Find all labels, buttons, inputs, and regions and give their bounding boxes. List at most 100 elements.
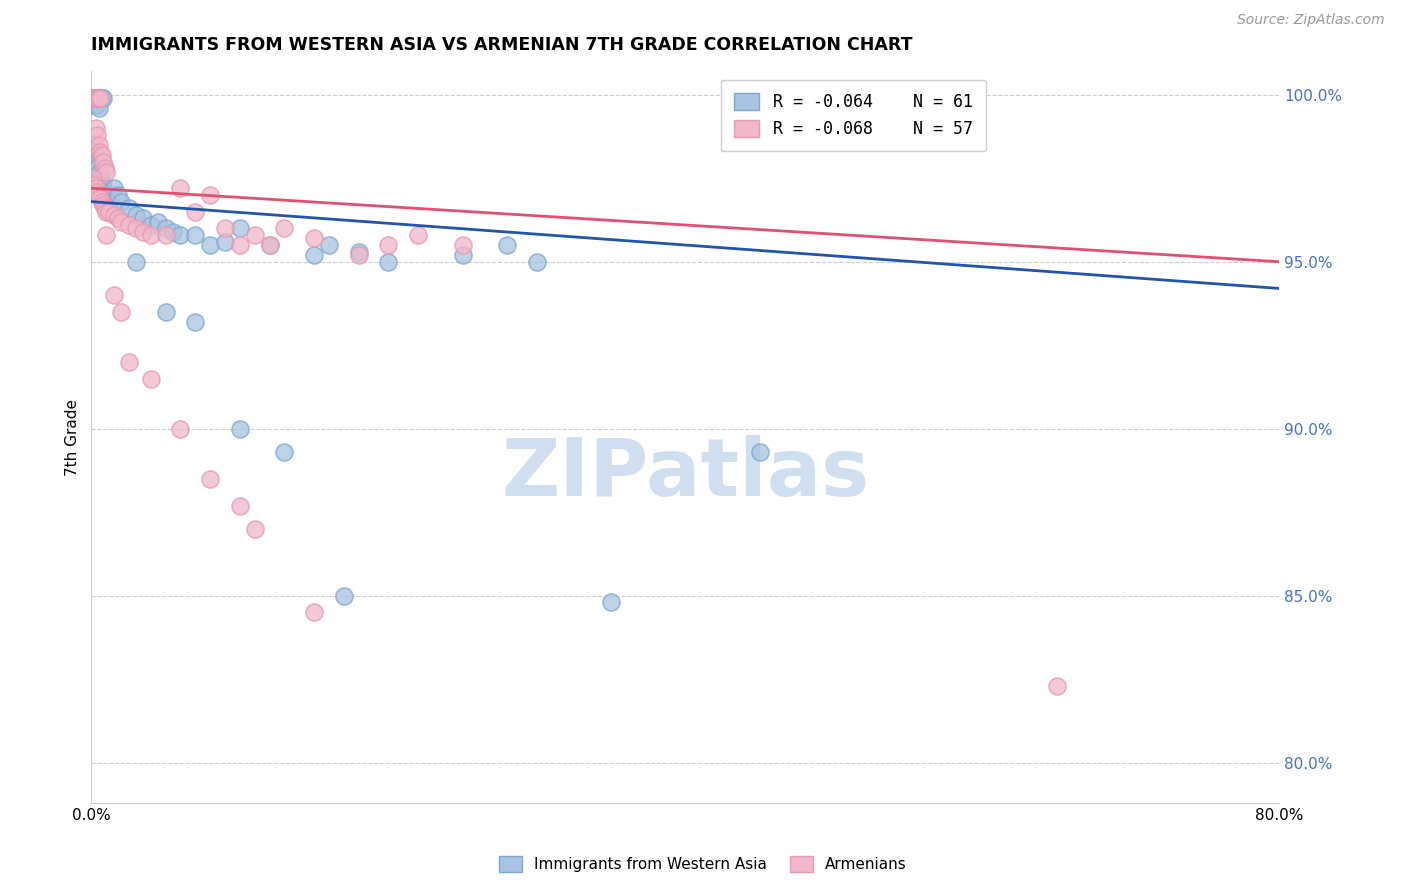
Point: [148, 214, 170, 228]
Text: ZIPatlas: ZIPatlas: [502, 434, 869, 513]
Point: [87, 171, 110, 186]
Point: [184, 204, 207, 219]
Point: [333, 589, 356, 603]
Point: [86, 97, 108, 112]
Point: [406, 227, 429, 242]
Point: [103, 181, 125, 195]
Point: [83, 97, 105, 112]
Point: [110, 214, 132, 228]
Point: [91, 154, 114, 169]
Point: [89, 145, 111, 159]
Legend: Immigrants from Western Asia, Armenians: Immigrants from Western Asia, Armenians: [492, 848, 914, 880]
Point: [103, 288, 125, 302]
Point: [214, 221, 236, 235]
Point: [84, 91, 107, 105]
Point: [86, 91, 108, 105]
Point: [86, 158, 108, 172]
Point: [496, 238, 519, 252]
Point: [184, 315, 207, 329]
Point: [90, 178, 112, 192]
Point: [94, 202, 117, 216]
Point: [125, 221, 148, 235]
Point: [748, 445, 770, 459]
Point: [139, 371, 162, 385]
Point: [302, 231, 325, 245]
Point: [526, 254, 548, 268]
Point: [87, 188, 110, 202]
Point: [91, 181, 114, 195]
Point: [83, 145, 105, 159]
Point: [117, 218, 139, 232]
Point: [155, 221, 177, 235]
Point: [600, 595, 623, 609]
Point: [98, 194, 121, 209]
Point: [200, 472, 222, 486]
Point: [87, 168, 110, 182]
Point: [91, 198, 114, 212]
Point: [347, 248, 370, 262]
Point: [347, 244, 370, 259]
Point: [110, 305, 132, 319]
Point: [90, 175, 112, 189]
Point: [86, 91, 108, 105]
Point: [259, 238, 281, 252]
Point: [82, 91, 104, 105]
Point: [302, 606, 325, 620]
Point: [377, 254, 399, 268]
Point: [89, 171, 111, 186]
Point: [184, 227, 207, 242]
Point: [200, 188, 222, 202]
Point: [107, 211, 129, 226]
Point: [90, 148, 112, 162]
Point: [94, 161, 117, 176]
Point: [83, 91, 105, 105]
Point: [110, 194, 132, 209]
Point: [83, 178, 105, 192]
Point: [243, 227, 266, 242]
Point: [91, 185, 114, 199]
Point: [273, 221, 295, 235]
Point: [377, 238, 399, 252]
Point: [96, 227, 118, 242]
Point: [117, 355, 139, 369]
Point: [89, 91, 111, 105]
Point: [86, 128, 108, 142]
Point: [90, 91, 112, 105]
Point: [90, 194, 112, 209]
Point: [96, 191, 118, 205]
Point: [1046, 679, 1069, 693]
Point: [117, 202, 139, 216]
Point: [84, 91, 107, 105]
Point: [243, 522, 266, 536]
Point: [273, 445, 295, 459]
Point: [169, 227, 191, 242]
Point: [87, 91, 110, 105]
Point: [96, 164, 118, 178]
Point: [125, 254, 148, 268]
Point: [214, 235, 236, 249]
Point: [155, 305, 177, 319]
Point: [155, 227, 177, 242]
Point: [169, 422, 191, 436]
Text: Source: ZipAtlas.com: Source: ZipAtlas.com: [1237, 13, 1385, 28]
Point: [89, 164, 111, 178]
Point: [83, 91, 105, 105]
Point: [451, 238, 474, 252]
Point: [82, 91, 104, 105]
Point: [84, 97, 107, 112]
Point: [451, 248, 474, 262]
Point: [87, 101, 110, 115]
Point: [84, 154, 107, 169]
Point: [139, 227, 162, 242]
Point: [98, 204, 121, 219]
Y-axis label: 7th Grade: 7th Grade: [65, 399, 80, 475]
Point: [229, 221, 252, 235]
Legend: R = -0.064    N = 61, R = -0.068    N = 57: R = -0.064 N = 61, R = -0.068 N = 57: [721, 79, 986, 151]
Point: [125, 208, 148, 222]
Point: [302, 248, 325, 262]
Point: [89, 91, 111, 105]
Point: [86, 161, 108, 176]
Point: [229, 422, 252, 436]
Point: [259, 238, 281, 252]
Point: [107, 188, 129, 202]
